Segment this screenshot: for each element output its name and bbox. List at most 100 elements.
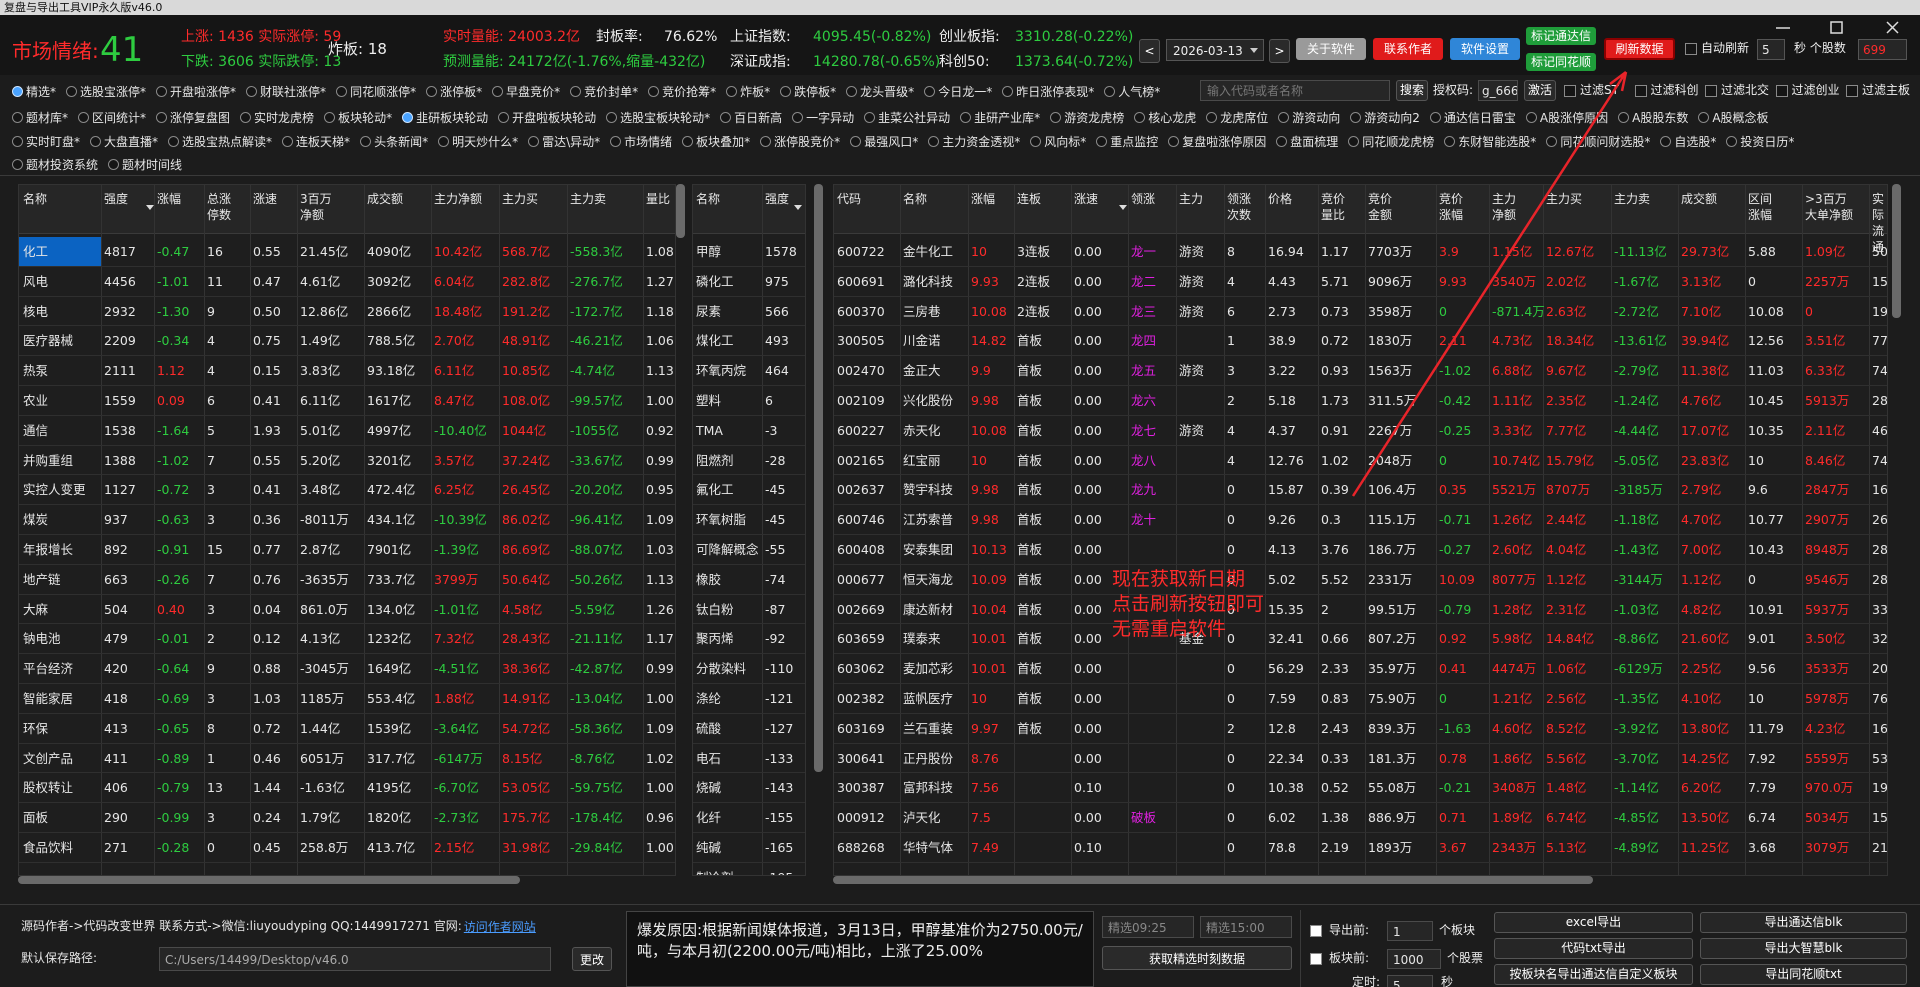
table-cell[interactable]: 4195亿 bbox=[367, 780, 412, 796]
table-cell[interactable]: 首板 bbox=[1017, 422, 1043, 438]
column-header[interactable]: 主力买 bbox=[1546, 192, 1583, 206]
table-cell[interactable]: 600722 bbox=[837, 244, 885, 259]
table-cell[interactable]: 3.50亿 bbox=[1805, 631, 1846, 647]
table-cell[interactable]: 6 bbox=[1227, 303, 1235, 319]
checkbox-item[interactable]: 游资动向 bbox=[1278, 109, 1340, 126]
table-cell[interactable]: -4.51亿 bbox=[434, 661, 479, 677]
table-cell[interactable]: -0.47 bbox=[157, 244, 190, 259]
table-cell[interactable]: 基金 bbox=[1179, 631, 1205, 647]
checkbox-item[interactable]: 连板天梯* bbox=[282, 133, 350, 150]
table-cell[interactable]: 0.99 bbox=[646, 661, 674, 677]
table-cell[interactable]: 0.33 bbox=[1321, 750, 1349, 766]
table-cell[interactable]: 472.4亿 bbox=[367, 482, 416, 498]
table-cell[interactable]: -3.64亿 bbox=[434, 720, 479, 736]
scrollbar-thumb[interactable] bbox=[833, 876, 1593, 884]
table-cell[interactable]: 金牛化工 bbox=[903, 244, 954, 259]
table-cell[interactable]: 12.67亿 bbox=[1546, 244, 1595, 259]
table-cell[interactable]: 0.00 bbox=[1074, 601, 1102, 617]
table-cell[interactable]: 54.72亿 bbox=[502, 720, 551, 736]
table-cell[interactable]: 1563万 bbox=[1368, 363, 1413, 379]
table-cell[interactable]: -0.71 bbox=[1439, 512, 1472, 528]
table-cell[interactable]: 纯碱 bbox=[696, 840, 722, 855]
table-cell[interactable]: 0.40 bbox=[157, 601, 185, 617]
table-cell[interactable]: 龙七 bbox=[1131, 422, 1157, 438]
site-link[interactable]: 访问作者网站 bbox=[463, 920, 536, 934]
table-cell[interactable]: -42.87亿 bbox=[570, 661, 623, 677]
table-cell[interactable]: 2连板 bbox=[1017, 303, 1050, 319]
table-cell[interactable]: 86.69亿 bbox=[502, 542, 551, 557]
table-cell[interactable]: 26.45亿 bbox=[502, 482, 551, 498]
table-cell[interactable]: -0.89 bbox=[157, 750, 190, 766]
table-cell[interactable]: 2.19 bbox=[1321, 840, 1349, 855]
table-cell[interactable]: 31.98亿 bbox=[502, 840, 551, 855]
checkbox[interactable] bbox=[12, 135, 23, 147]
table-cell[interactable]: 2.79亿 bbox=[1681, 482, 1722, 498]
table-cell[interactable]: 0.52 bbox=[1321, 780, 1349, 796]
table-cell[interactable]: 1.12 bbox=[157, 363, 185, 379]
column-header[interactable]: 总涨 停数 bbox=[207, 192, 232, 222]
table-cell[interactable]: 970.0万 bbox=[1805, 780, 1854, 796]
table-cell[interactable]: 4.82亿 bbox=[1681, 601, 1722, 617]
column-header[interactable]: 主力买 bbox=[502, 192, 539, 206]
table-cell[interactable]: 1.21亿 bbox=[1492, 691, 1533, 706]
table-cell[interactable]: 4 bbox=[1227, 452, 1235, 468]
checkbox[interactable] bbox=[246, 85, 258, 97]
table-cell[interactable]: 3092亿 bbox=[367, 273, 412, 289]
table-cell[interactable]: 26. bbox=[1872, 512, 1888, 528]
table-cell[interactable]: 8.76 bbox=[971, 750, 999, 766]
change-button[interactable]: 更改 bbox=[572, 947, 612, 971]
table-cell[interactable]: 6.11亿 bbox=[434, 363, 475, 379]
checkbox[interactable] bbox=[426, 85, 438, 97]
table-cell[interactable]: 橡胶 bbox=[696, 571, 722, 587]
table-cell[interactable]: -3144万 bbox=[1614, 571, 1663, 587]
table-cell[interactable]: 4090亿 bbox=[367, 244, 412, 259]
table-cell[interactable]: 兰石重装 bbox=[903, 720, 954, 736]
checkbox[interactable] bbox=[282, 135, 294, 147]
checkbox-item[interactable]: 风向标* bbox=[1030, 133, 1086, 150]
fetch-button[interactable]: 获取精选时刻数据 bbox=[1102, 946, 1292, 970]
checkbox[interactable] bbox=[1310, 925, 1322, 937]
table-cell[interactable]: -1.67亿 bbox=[1614, 273, 1659, 289]
table-cell[interactable]: 尿素 bbox=[696, 303, 722, 319]
table-cell[interactable]: 46. bbox=[1872, 422, 1888, 438]
checkbox[interactable] bbox=[1134, 111, 1146, 123]
scrollbar-thumb[interactable] bbox=[676, 184, 685, 238]
table-cell[interactable]: 0.55 bbox=[253, 452, 281, 468]
table-cell[interactable]: 77. bbox=[1872, 333, 1888, 349]
mark-button[interactable]: 标记通达信 bbox=[1526, 27, 1596, 45]
column-header[interactable]: 竞价 涨幅 bbox=[1439, 192, 1464, 222]
table-cell[interactable]: 2.60亿 bbox=[1492, 542, 1533, 557]
table-cell[interactable]: -2.72亿 bbox=[1614, 303, 1659, 319]
column-header[interactable]: 名称 bbox=[696, 192, 721, 206]
table-cell[interactable]: 2.63亿 bbox=[1546, 303, 1587, 319]
table-cell[interactable]: 23.83亿 bbox=[1681, 452, 1730, 468]
table-cell[interactable]: 0.41 bbox=[253, 393, 281, 408]
table-cell[interactable]: 50.64亿 bbox=[502, 571, 551, 587]
header-button[interactable]: 软件设置 bbox=[1450, 38, 1520, 60]
checkbox-item[interactable]: 涨停板* bbox=[426, 83, 482, 100]
checkbox-item[interactable]: 开盘啦板块轮动 bbox=[498, 109, 596, 126]
table-cell[interactable]: 4 bbox=[1227, 422, 1235, 438]
table-cell[interactable]: 4.60亿 bbox=[1492, 720, 1533, 736]
table-cell[interactable]: 0 bbox=[1439, 303, 1447, 319]
table-cell[interactable]: 002470 bbox=[837, 363, 885, 379]
table-cell[interactable]: 16. bbox=[1872, 720, 1888, 736]
table-cell[interactable]: 3.51亿 bbox=[1805, 333, 1846, 349]
table-cell[interactable]: 1.11亿 bbox=[1492, 393, 1533, 408]
table-cell[interactable]: 首板 bbox=[1017, 542, 1043, 557]
search-input[interactable]: 输入代码或者名称 bbox=[1200, 80, 1390, 101]
table-cell[interactable]: 大麻 bbox=[23, 601, 49, 617]
checkbox[interactable] bbox=[610, 135, 622, 147]
table-cell[interactable]: 0.00 bbox=[1074, 393, 1102, 408]
checkbox-item[interactable]: 游资龙虎榜 bbox=[1050, 109, 1124, 126]
table-cell[interactable]: 0.73 bbox=[1321, 303, 1349, 319]
table-cell[interactable]: 10 bbox=[1748, 452, 1764, 468]
table-cell[interactable]: 4.37 bbox=[1268, 422, 1296, 438]
checkbox[interactable] bbox=[1096, 135, 1108, 147]
table-cell[interactable]: 2257万 bbox=[1805, 273, 1850, 289]
table-cell[interactable]: 0.36 bbox=[253, 512, 281, 528]
table-cell[interactable]: 420 bbox=[104, 661, 128, 677]
sort-arrow[interactable] bbox=[1119, 205, 1127, 210]
table-cell[interactable]: 28.43亿 bbox=[502, 631, 551, 647]
table-cell[interactable]: -0.79 bbox=[1439, 601, 1472, 617]
